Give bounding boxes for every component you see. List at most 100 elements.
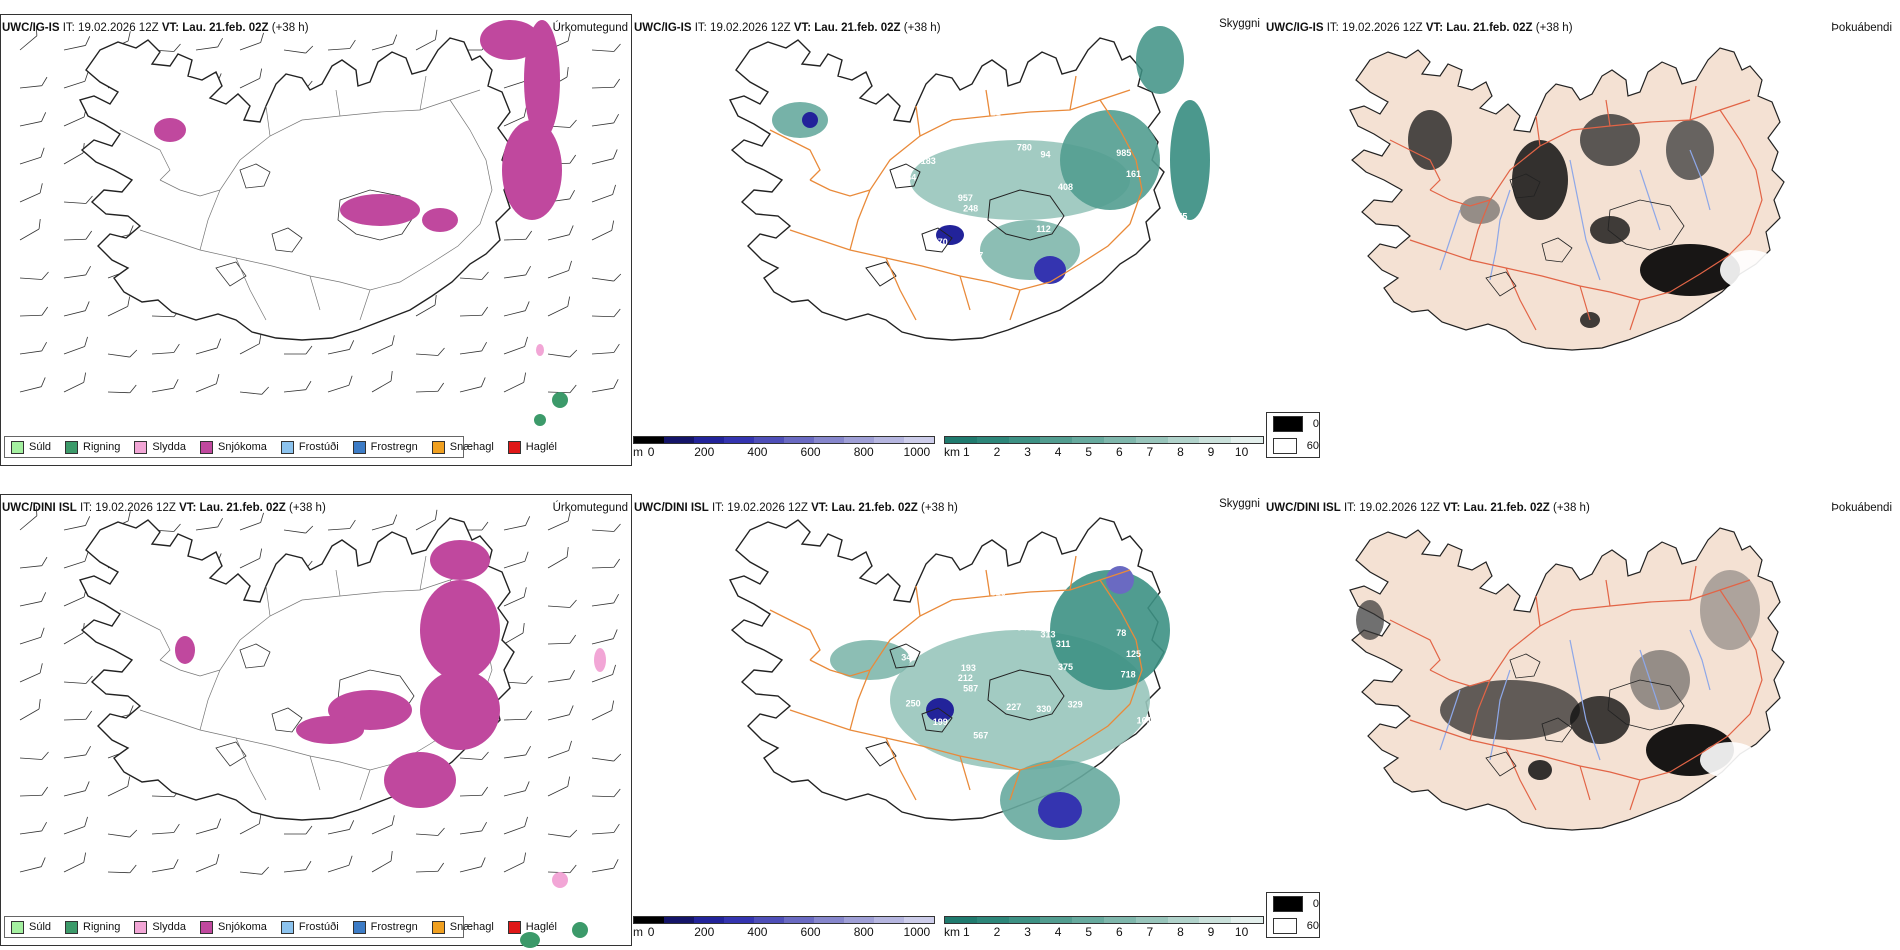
weather-area: [572, 922, 588, 938]
colorbar-segment-6: [1135, 917, 1168, 923]
wind-barb: [591, 664, 616, 683]
wind-barb: [547, 705, 574, 721]
wind-barb: [63, 852, 87, 873]
cloud-base-label: 313: [1041, 629, 1056, 639]
colorbar-tick-label: 9: [1207, 925, 1215, 939]
wind-barb: [547, 260, 572, 279]
weather-area: [175, 636, 195, 664]
wind-barb: [151, 379, 179, 393]
colorbar-segment-0: [945, 917, 977, 923]
wind-barb: [239, 512, 264, 531]
wind-barb: [327, 519, 356, 531]
colorbar-tick-label: 800: [853, 925, 874, 939]
cloud-base-unit: m: [633, 445, 643, 459]
colorbar-tick-label: 400: [747, 925, 768, 939]
colorbar-segment-5: [1103, 437, 1136, 443]
wind-barb: [239, 548, 263, 569]
wind-barb: [415, 509, 438, 531]
colorbar-segment-4: [1072, 437, 1104, 443]
colorbar-tick-label: 4: [1054, 445, 1062, 459]
colorbar-tick-label: 200: [694, 925, 715, 939]
wind-barb: [63, 816, 88, 835]
legend-label: Snjókoma: [217, 441, 267, 453]
wind-barb: [415, 827, 445, 836]
wind-barb: [547, 669, 575, 683]
wind-barb: [459, 271, 489, 280]
colorbar-tick-label: 400: [747, 445, 768, 459]
panel-title: Þokuábendi: [1831, 22, 1892, 34]
colorbar-tick-label: 6: [1115, 445, 1123, 459]
header-cloud-dini: UWC/DINI ISL IT: 19.02.2026 12Z VT: Lau.…: [632, 498, 1264, 516]
wind-barb: [327, 820, 355, 835]
colorbar-segment-6: [1135, 437, 1168, 443]
cloud-base-label: 37: [973, 250, 983, 260]
legend-label: Frostúði: [298, 441, 339, 453]
weather-area: [1106, 566, 1134, 594]
cloud-base-label: 957: [958, 193, 973, 203]
colorbar-segment-1: [976, 437, 1009, 443]
wind-barb: [19, 751, 49, 760]
colorbar-tick-label: 8: [1177, 925, 1184, 939]
legend-label: Snæhagl: [449, 441, 494, 453]
legend-swatch: [352, 440, 366, 454]
legend-label: Haglél: [525, 441, 557, 453]
weather-area: [430, 540, 490, 580]
wind-barb: [19, 183, 43, 203]
wind-barb: [327, 39, 356, 51]
map-4: 375 587 344 329 345 78 567 546 441 212 313 330 237 12…: [729, 517, 1187, 840]
fog-legend-item-1: 60: [1267, 435, 1319, 457]
cloud-base-label: 408: [1058, 182, 1073, 192]
weather-area: [1700, 742, 1760, 778]
wind-barb: [19, 377, 46, 393]
wind-barb: [591, 788, 621, 798]
wind-barb: [591, 343, 620, 355]
wind-barb: [591, 859, 619, 873]
weather-area: [422, 208, 458, 232]
weather-area: [594, 648, 606, 672]
legend-label: Snæhagl: [449, 921, 494, 933]
cloud-base-label: 330: [1036, 704, 1051, 714]
wind-barb: [591, 273, 622, 282]
wind-barb: [415, 29, 438, 51]
wind-barb: [151, 859, 179, 873]
cloud-base-label: 375: [1058, 662, 1073, 672]
legend-item-5: Frostregn: [352, 440, 418, 454]
cloud-base-label: 339: [948, 625, 963, 635]
colorbar-segment-5: [1103, 917, 1136, 923]
wind-barb: [19, 556, 48, 569]
weather-area: [1570, 696, 1630, 744]
colorbar-segment-6: [814, 917, 844, 923]
panel-title: Úrkomutegund: [552, 22, 628, 34]
map-1: 408 248 780 828 664 985 37 806 555 957 94 112 183 161…: [729, 26, 1210, 341]
cloud-base-label: 567: [973, 730, 988, 740]
colorbar-tick-label: 0: [647, 925, 655, 939]
visibility-ticks: 1 2 3 4 5 6 7 8 9 10: [944, 925, 1264, 939]
fog-legend-label: 0: [1312, 898, 1319, 910]
colorbar-segment-1: [976, 917, 1009, 923]
cloud-base-label: 170: [933, 237, 948, 247]
fog-legend-label: 60: [1306, 440, 1319, 452]
wind-barb: [503, 265, 531, 279]
wind-barb: [459, 786, 489, 797]
colorbar-segment-7: [1167, 917, 1200, 923]
legend-item-2: Slydda: [134, 440, 186, 454]
wind-barb: [283, 45, 314, 54]
wind-barb: [547, 547, 569, 569]
colorbar-segment-0: [945, 437, 977, 443]
cloud-base-label: 441: [1172, 692, 1187, 702]
wind-barb: [547, 349, 578, 358]
legend-label: Frostregn: [370, 921, 418, 933]
legend-label: Rigning: [83, 441, 121, 453]
colorbar-segment-8: [1199, 917, 1232, 923]
header-precip-type-dini: UWC/DINI ISL IT: 19.02.2026 12Z VT: Lau.…: [0, 500, 632, 516]
wind-barb: [195, 853, 220, 873]
map-3: [19, 505, 622, 948]
weather-area: [1640, 244, 1740, 296]
weather-area: [1440, 680, 1580, 740]
legend-label: Frostúði: [298, 921, 339, 933]
wind-barb: [327, 375, 353, 393]
colorbar-segment-2: [694, 437, 724, 443]
colorbar-tick-label: 8: [1177, 445, 1184, 459]
cloud-base-label: 94: [1041, 149, 1051, 159]
wind-barb: [591, 184, 616, 203]
